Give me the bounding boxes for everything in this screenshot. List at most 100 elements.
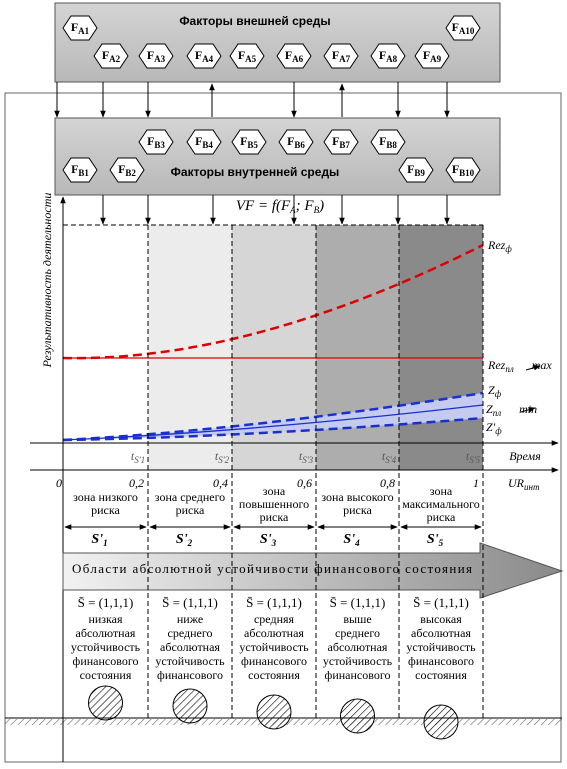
label: FA8 bbox=[379, 48, 398, 64]
description: устойчивость bbox=[155, 654, 225, 668]
label-sub: B bbox=[314, 205, 320, 215]
zone-label: риска bbox=[427, 510, 456, 524]
hexagon bbox=[93, 43, 129, 69]
label-main: F bbox=[71, 20, 78, 34]
hexagon bbox=[186, 129, 222, 155]
description: устойчивость bbox=[239, 640, 309, 654]
description: выше bbox=[343, 612, 371, 626]
label: FA9 bbox=[423, 48, 442, 64]
label-sub: B8 bbox=[386, 140, 397, 150]
label-main: Z bbox=[486, 402, 493, 416]
zone-label: зона bbox=[263, 484, 286, 498]
label-main: t bbox=[382, 449, 386, 463]
label-sub: A7 bbox=[339, 54, 350, 64]
hexagon bbox=[109, 157, 145, 183]
zone-label: зона bbox=[430, 484, 453, 498]
label-post: min bbox=[519, 402, 537, 416]
label: FB7 bbox=[332, 134, 350, 150]
label-main: F bbox=[285, 48, 292, 62]
label-sub: 3 bbox=[271, 538, 277, 548]
label-sub: A3 bbox=[154, 54, 165, 64]
label-main: Z' bbox=[486, 420, 496, 434]
label-sub: S'1 bbox=[134, 455, 145, 465]
label: tS'1 bbox=[131, 449, 145, 465]
hexagon bbox=[186, 43, 222, 69]
hexagon bbox=[445, 157, 481, 183]
label-sub: A4 bbox=[202, 54, 213, 64]
ur-tick: 0,6 bbox=[297, 476, 312, 490]
axes bbox=[30, 196, 559, 762]
label-sub: A2 bbox=[109, 54, 120, 64]
hexagon bbox=[278, 129, 314, 155]
label-main: F bbox=[379, 48, 386, 62]
label-main: F bbox=[407, 162, 414, 176]
label-sub: B7 bbox=[339, 140, 350, 150]
label-main: S' bbox=[427, 532, 439, 547]
zone-label: зона среднего bbox=[155, 490, 225, 504]
label: FB6 bbox=[287, 134, 305, 150]
ur-tick: 0,4 bbox=[213, 476, 228, 490]
label-main: S' bbox=[260, 532, 272, 547]
hexagon bbox=[231, 129, 267, 155]
label-sub: A6 bbox=[292, 54, 303, 64]
label: FA5 bbox=[238, 48, 257, 64]
label: FB10 bbox=[452, 162, 475, 178]
label: FB4 bbox=[195, 134, 213, 150]
description: финансового bbox=[157, 668, 223, 682]
label: tS'3 bbox=[299, 449, 314, 465]
ball bbox=[423, 704, 459, 740]
label-sub: A bbox=[289, 205, 296, 215]
label: FB9 bbox=[407, 162, 425, 178]
label-sub: 5 bbox=[439, 538, 444, 548]
zone-label: риска bbox=[343, 503, 372, 517]
label: tS'5 bbox=[466, 449, 481, 465]
label-main: F bbox=[379, 134, 386, 148]
description: низкая bbox=[88, 612, 123, 626]
label-sub: пл bbox=[505, 364, 514, 374]
label: S'2 bbox=[176, 532, 193, 548]
label-sub: A1 bbox=[78, 26, 89, 36]
label-main: F bbox=[238, 48, 245, 62]
label: Zф bbox=[488, 383, 502, 399]
band-text: Области абсолютной устойчивости финансов… bbox=[72, 561, 472, 576]
label: FB8 bbox=[379, 134, 397, 150]
label: S'1 bbox=[91, 532, 107, 548]
label-main: Rez bbox=[487, 358, 506, 372]
label-main: t bbox=[131, 449, 135, 463]
label-sub: S'5 bbox=[469, 455, 480, 465]
ball bbox=[88, 685, 123, 721]
label: Zпл min bbox=[486, 402, 537, 418]
zone-label: повышенного bbox=[239, 497, 309, 511]
description: финансового bbox=[241, 654, 307, 668]
label: FB2 bbox=[118, 162, 136, 178]
hexagon bbox=[445, 15, 481, 41]
label-sub: пл bbox=[493, 408, 502, 418]
hexagon bbox=[414, 43, 450, 69]
label-sub: S'3 bbox=[302, 455, 313, 465]
curves bbox=[62, 243, 484, 442]
label-main: UR bbox=[508, 476, 525, 490]
label-main: Z bbox=[488, 383, 495, 397]
label: S'3 bbox=[260, 532, 277, 548]
external-box bbox=[54, 2, 501, 83]
label-sub: B9 bbox=[414, 168, 425, 178]
label-sub: инт bbox=[524, 482, 540, 492]
label-main: F bbox=[71, 162, 78, 176]
label: VF = f(FA; FB) bbox=[236, 198, 324, 215]
label: FB1 bbox=[71, 162, 89, 178]
label-sub: ф bbox=[505, 244, 512, 254]
label-main: S' bbox=[91, 532, 103, 547]
hexagon bbox=[323, 129, 359, 155]
hexagon bbox=[370, 129, 406, 155]
label-sub: B1 bbox=[78, 168, 89, 178]
label-post: ; F bbox=[296, 198, 315, 214]
label: FA4 bbox=[195, 48, 214, 64]
ball bbox=[340, 698, 375, 734]
external-title: Факторы внешней среды bbox=[179, 14, 330, 28]
label-sub: ф bbox=[495, 389, 502, 399]
label-main: F bbox=[452, 20, 459, 34]
zone-label: риска bbox=[260, 510, 289, 524]
ur-tick: 0,8 bbox=[380, 476, 395, 490]
description: устойчивость bbox=[71, 640, 141, 654]
